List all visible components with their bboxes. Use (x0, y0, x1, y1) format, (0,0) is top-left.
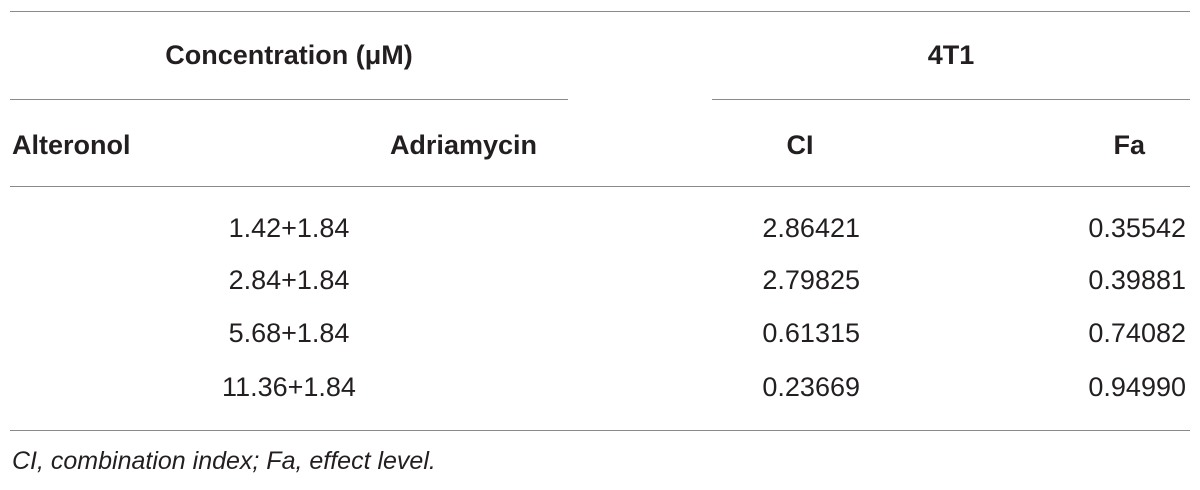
concentration-cell: 2.84+1.84 (228, 265, 350, 295)
column-header-alteronol: Alteronol (12, 130, 131, 160)
fa-cell: 0.35542 (1088, 213, 1186, 243)
column-header-fa: Fa (1113, 130, 1145, 160)
concentration-cell: 1.42+1.84 (228, 213, 350, 243)
ci-cell: 2.79825 (762, 265, 860, 295)
ci-cell: 0.23669 (762, 372, 860, 402)
fa-cell: 0.74082 (1088, 318, 1186, 348)
cell-line-group-header: 4T1 (927, 40, 975, 70)
column-header-ci: CI (786, 130, 814, 160)
ci-cell: 0.61315 (762, 318, 860, 348)
concentration-group-rule (10, 99, 568, 100)
concentration-group-header: Concentration (μM) (165, 40, 413, 70)
concentration-cell: 5.68+1.84 (228, 318, 350, 348)
fa-cell: 0.94990 (1088, 372, 1186, 402)
table-bottom-rule (10, 430, 1190, 431)
cell-line-group-rule (712, 99, 1190, 100)
fa-cell: 0.39881 (1088, 265, 1186, 295)
table-top-rule (10, 11, 1190, 12)
table-footnote: CI, combination index; Fa, effect level. (12, 447, 436, 475)
ci-cell: 2.86421 (762, 213, 860, 243)
concentration-cell: 11.36+1.84 (222, 372, 356, 402)
header-bottom-rule (10, 186, 1190, 187)
column-header-adriamycin: Adriamycin (389, 130, 537, 160)
